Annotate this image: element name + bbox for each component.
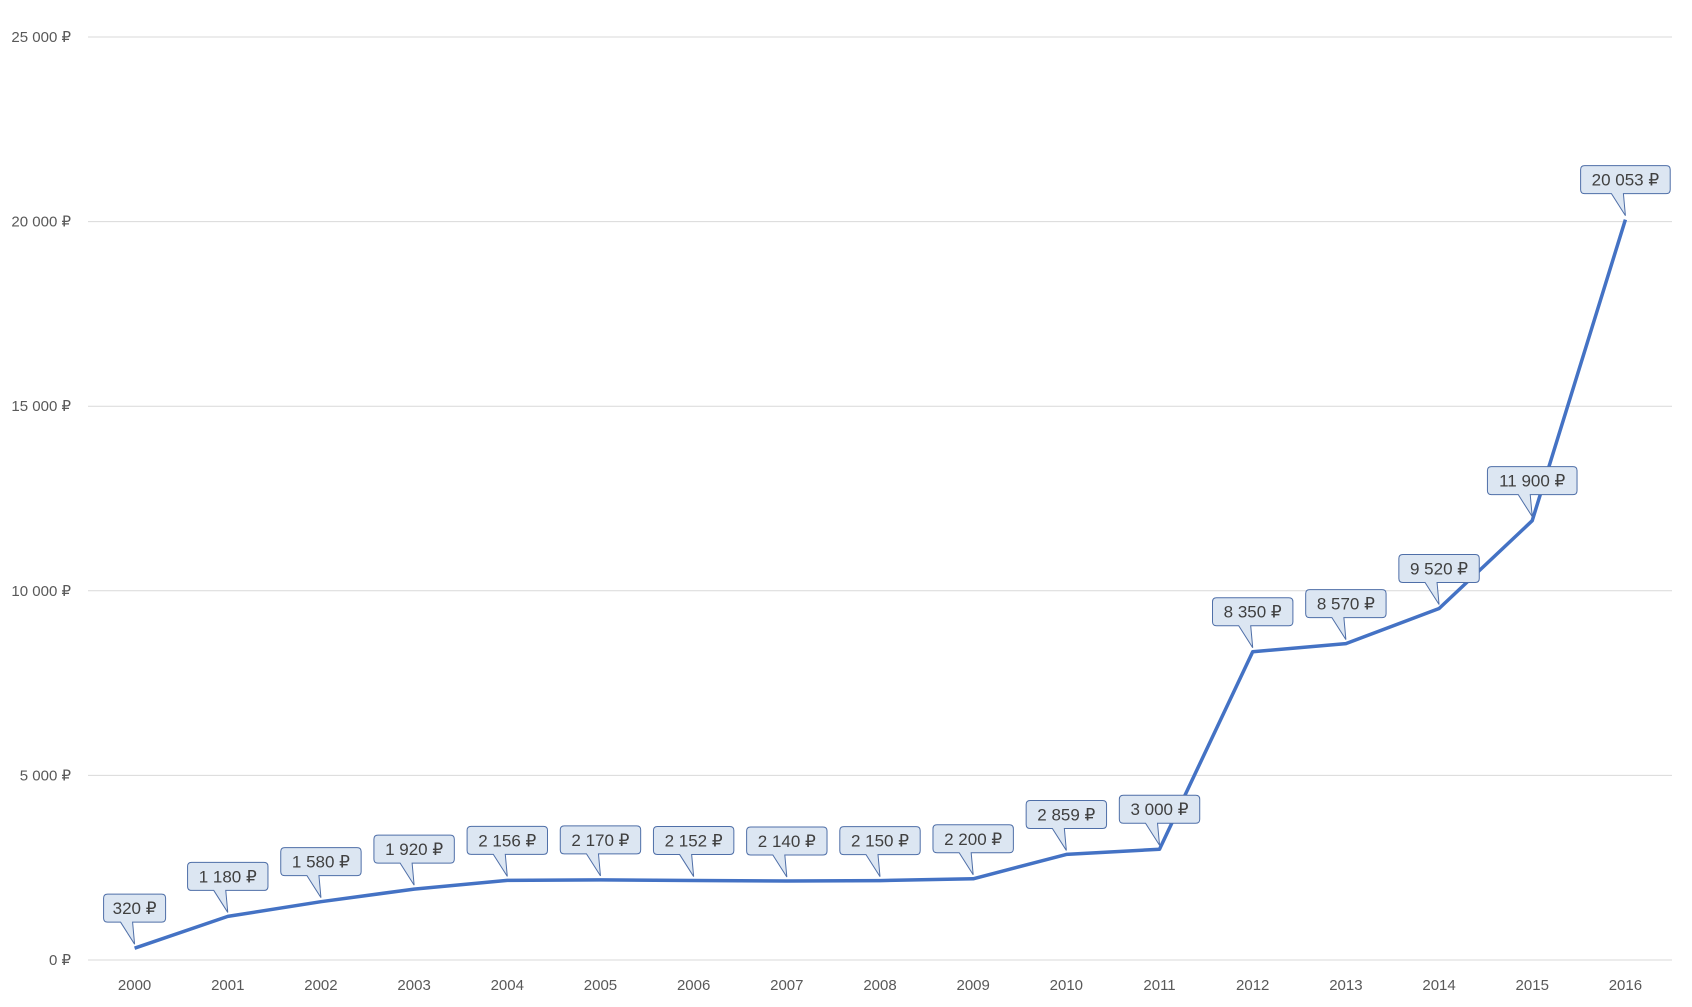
- data-label-callout: [280, 847, 362, 898]
- x-tick-label: 2012: [1236, 977, 1269, 994]
- data-label: 2 156 ₽: [466, 825, 548, 877]
- y-tick-label: 15 000 ₽: [11, 398, 71, 415]
- data-label-text: 3 000 ₽: [1130, 800, 1188, 819]
- data-label-callout: [466, 825, 548, 877]
- data-label: 1 580 ₽: [280, 847, 362, 898]
- data-label: 8 570 ₽: [1305, 589, 1387, 640]
- data-label: 2 140 ₽: [746, 826, 828, 878]
- data-label-callout: [839, 826, 921, 877]
- x-tick-label: 2014: [1422, 977, 1455, 994]
- x-tick-label: 2013: [1329, 977, 1362, 994]
- data-label-callout: [1212, 597, 1294, 648]
- x-tick-label: 2002: [304, 977, 337, 994]
- data-label-callout: [746, 826, 828, 878]
- data-label-text: 320 ₽: [113, 899, 157, 918]
- x-tick-label: 2006: [677, 977, 710, 994]
- data-label: 1 920 ₽: [373, 834, 455, 886]
- x-tick-label: 2000: [118, 977, 151, 994]
- data-label: 1 180 ₽: [187, 861, 269, 913]
- data-label-text: 2 170 ₽: [571, 831, 629, 850]
- data-label-text: 9 520 ₽: [1410, 560, 1468, 579]
- data-label: 2 152 ₽: [652, 826, 735, 877]
- data-label-text: 11 900 ₽: [1499, 472, 1565, 491]
- data-label-callout: [1305, 589, 1387, 640]
- x-tick-label: 2004: [491, 977, 524, 994]
- x-tick-label: 2009: [956, 977, 989, 994]
- x-tick-label: 2011: [1143, 977, 1175, 994]
- data-label-callout: [1118, 794, 1201, 846]
- data-labels: 320 ₽ 1 180 ₽ 1 580 ₽ 1 920 ₽ 2 156 ₽ 2 170 ₽…: [103, 165, 1671, 945]
- data-label: 320 ₽: [103, 893, 167, 945]
- x-tick-label: 2010: [1050, 977, 1083, 994]
- data-label-callout: [932, 824, 1014, 876]
- data-label: 2 859 ₽: [1025, 799, 1108, 851]
- data-label-text: 8 350 ₽: [1224, 603, 1282, 622]
- x-tick-label: 2016: [1609, 977, 1642, 994]
- data-label-callout: [1025, 799, 1108, 851]
- data-label-text: 2 150 ₽: [851, 832, 909, 851]
- data-label-text: 1 920 ₽: [385, 840, 443, 859]
- data-label-callout: [652, 826, 735, 877]
- data-label-text: 2 156 ₽: [478, 831, 536, 850]
- x-tick-label: 2015: [1516, 977, 1549, 994]
- x-tick-label: 2008: [863, 977, 896, 994]
- series-polyline: [134, 219, 1628, 950]
- y-tick-label: 25 000 ₽: [11, 29, 71, 46]
- data-label-text: 2 140 ₽: [758, 832, 816, 851]
- x-tick-label: 2003: [397, 977, 430, 994]
- data-label-text: 1 580 ₽: [292, 853, 350, 872]
- data-label-text: 20 053 ₽: [1592, 171, 1660, 190]
- data-label-callout: [1580, 165, 1671, 216]
- y-tick-label: 0 ₽: [49, 952, 72, 969]
- gridlines: [88, 36, 1672, 961]
- data-label: 8 350 ₽: [1212, 597, 1294, 648]
- data-label-callout: [1398, 554, 1480, 605]
- y-tick-label: 20 000 ₽: [11, 214, 71, 231]
- data-label: 11 900 ₽: [1486, 466, 1578, 517]
- data-label: 2 170 ₽: [559, 825, 642, 877]
- x-axis-tick-labels: 2000 2001 2002 2003 2004 2005 2006 2007 2008 2009…: [118, 977, 1642, 994]
- data-label-text: 8 570 ₽: [1317, 595, 1375, 614]
- data-label-callout: [373, 834, 455, 886]
- data-label-text: 2 152 ₽: [665, 832, 723, 851]
- data-label-callout: [187, 861, 269, 913]
- data-label-callout: [1486, 466, 1578, 517]
- y-tick-label: 10 000 ₽: [11, 583, 71, 600]
- x-tick-label: 2001: [211, 977, 244, 994]
- data-label-text: 2 200 ₽: [944, 830, 1002, 849]
- data-label-callout: [559, 825, 642, 877]
- y-axis-tick-labels: 0 ₽ 5 000 ₽ 10 000 ₽ 15 000 ₽ 20 000 ₽ 25 000…: [11, 29, 71, 969]
- data-label: 3 000 ₽: [1118, 794, 1201, 846]
- data-label: 2 200 ₽: [932, 824, 1014, 876]
- data-label: 20 053 ₽: [1580, 165, 1671, 216]
- data-label: 9 520 ₽: [1398, 554, 1480, 605]
- data-label: 2 150 ₽: [839, 826, 921, 877]
- x-tick-label: 2005: [584, 977, 617, 994]
- y-tick-label: 5 000 ₽: [20, 767, 72, 784]
- series-line: [134, 219, 1628, 950]
- data-label-text: 2 859 ₽: [1037, 805, 1095, 824]
- data-label-text: 1 180 ₽: [199, 867, 257, 886]
- data-label-callout: [103, 893, 167, 945]
- x-tick-label: 2007: [770, 977, 803, 994]
